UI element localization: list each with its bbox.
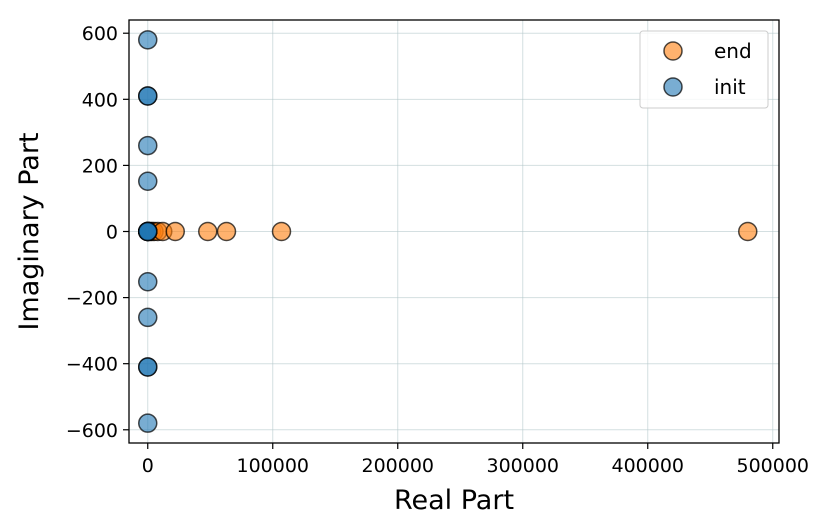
point-end — [216, 221, 237, 242]
point-end — [271, 221, 292, 242]
legend-marker-end — [663, 41, 683, 61]
x-axis-label: Real Part — [394, 485, 514, 516]
legend: end init — [639, 30, 769, 109]
point-end — [165, 221, 185, 242]
point-init — [138, 171, 158, 192]
point-init — [138, 30, 158, 50]
y-tick-label: 400 — [82, 89, 118, 111]
y-axis-label: Imaginary Part — [14, 132, 45, 330]
point-end — [198, 221, 218, 242]
x-tick-label: 300000 — [486, 455, 559, 477]
data-points — [138, 30, 758, 433]
x-tick-label: 500000 — [736, 455, 809, 477]
y-tick-label: −600 — [66, 420, 118, 442]
legend-marker-init — [663, 77, 683, 97]
y-tick-label: −400 — [66, 354, 118, 376]
point-init — [138, 221, 158, 242]
y-tick-label: −200 — [66, 288, 118, 310]
x-tick-label: 200000 — [361, 455, 434, 477]
point-init — [138, 307, 158, 328]
axis-ticks: 0 100000 200000 300000 400000 500000 −600 −400 −… — [66, 23, 809, 477]
legend-label-init: init — [714, 75, 746, 99]
point-end — [738, 221, 758, 242]
point-init — [138, 135, 158, 156]
point-init — [138, 413, 158, 433]
y-tick-label: 200 — [82, 155, 118, 177]
x-tick-label: 400000 — [611, 455, 684, 477]
x-tick-label: 0 — [142, 455, 154, 477]
y-tick-label: 600 — [82, 23, 118, 45]
legend-label-end: end — [714, 39, 752, 63]
point-init — [138, 86, 158, 106]
y-tick-label: 0 — [106, 222, 118, 244]
point-init — [138, 271, 158, 292]
point-init — [138, 357, 158, 377]
x-tick-label: 100000 — [236, 455, 309, 477]
